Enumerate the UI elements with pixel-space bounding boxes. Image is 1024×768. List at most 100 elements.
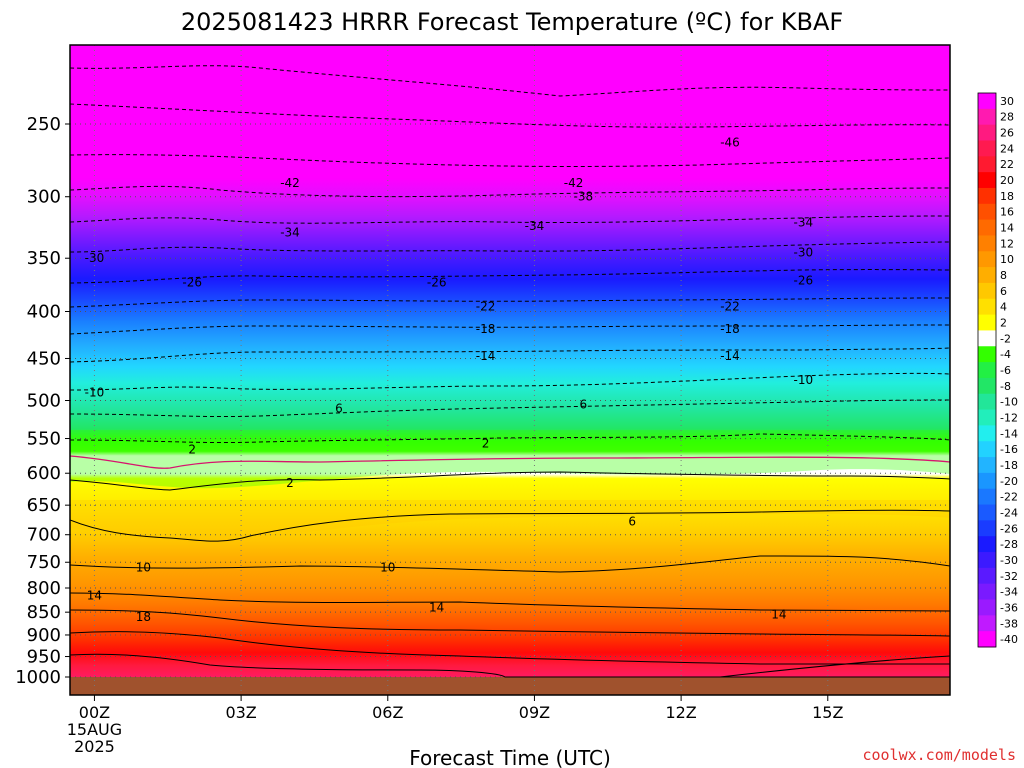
plot-border (69, 44, 951, 696)
contour-label: -14 (720, 349, 740, 363)
contour-label: 10 (136, 561, 151, 575)
x-date-label: 15AUG (67, 720, 122, 739)
contour-label: 6 (580, 397, 588, 411)
contour-label: -22 (476, 299, 496, 313)
y-tick-label: 700 (27, 525, 61, 546)
colorbar-swatch (978, 330, 996, 347)
colorbar-swatch (978, 393, 996, 411)
solid-contours (70, 471, 950, 678)
colorbar-swatch (978, 267, 996, 284)
colorbar-swatch (978, 282, 996, 300)
contour-label: -42 (280, 176, 300, 190)
colorbar-swatch (978, 156, 996, 173)
colorbar-label: 12 (1000, 237, 1014, 250)
x-tick-label: 09Z (519, 703, 550, 722)
colorbar-label: -6 (1000, 364, 1011, 377)
credit-link[interactable]: coolwx.com/models (862, 746, 1016, 764)
colorbar-swatch (978, 552, 996, 569)
y-tick-label: 950 (27, 647, 61, 668)
contour-label: -30 (85, 251, 105, 265)
y-tick-label: 500 (27, 391, 61, 412)
y-tick-label: 250 (27, 114, 61, 135)
y-tick-label: 800 (27, 578, 61, 599)
contour-label: -14 (476, 349, 496, 363)
colorbar-label: -4 (1000, 348, 1011, 361)
colorbar-swatch (978, 567, 996, 585)
colorbar-label: -36 (1000, 601, 1018, 614)
contour-label: -10 (794, 373, 814, 387)
colorbar-swatch (978, 187, 996, 205)
contour-label: 2 (188, 442, 196, 456)
colorbar-label: -10 (1000, 396, 1018, 409)
y-tick-label: 400 (27, 301, 61, 322)
colorbar-label: -24 (1000, 506, 1018, 519)
colorbar-swatch (978, 235, 996, 252)
contour-lines (70, 65, 950, 678)
contour-label: -26 (182, 276, 202, 290)
contour-label: -38 (574, 190, 594, 204)
colorbar-swatch (978, 377, 996, 395)
colorbar-swatch (978, 314, 996, 331)
colorbar-label: -18 (1000, 459, 1018, 472)
ground-band (70, 677, 950, 695)
plot-area: -46-42 -42-38-34 -34 -34-30 -30-26 -26 -26-22-… (70, 45, 950, 695)
colorbar-label: 10 (1000, 253, 1014, 266)
colorbar-label: 28 (1000, 111, 1014, 124)
colorbar-border (977, 92, 997, 648)
colorbar-swatch (978, 599, 996, 616)
colorbar-label: 20 (1000, 174, 1014, 187)
contour-label: 2 (482, 437, 490, 451)
contour-label: -30 (794, 245, 814, 259)
colorbar-swatch (978, 457, 996, 474)
colorbar-swatch (978, 172, 996, 189)
colorbar-swatch (978, 425, 996, 442)
x-axis-label: Forecast Time (UTC) (409, 746, 611, 768)
colorbar-swatch (978, 583, 996, 601)
colorbar-swatch (978, 140, 996, 157)
contour-label: 2 (286, 476, 294, 490)
colorbar-label: -20 (1000, 475, 1018, 488)
contour-label: -18 (476, 322, 496, 336)
dashed-contours (70, 65, 950, 444)
colorbar-label: 6 (1000, 285, 1007, 298)
colorbar-swatch (978, 520, 996, 537)
colorbar-swatch (978, 504, 996, 521)
contour-label: 18 (136, 610, 151, 624)
colorbar-swatch (978, 251, 996, 268)
yellow-band-overlay (70, 500, 950, 541)
colorbar-swatch (978, 631, 996, 648)
temperature-field (70, 45, 950, 695)
colorbar-swatch (978, 124, 996, 141)
contour-label: -34 (794, 215, 814, 229)
colorbar-label: 14 (1000, 222, 1014, 235)
colorbar: 30 28 26 24 22 20 18 16 14 12 10 8 6 4 2 -2 -4 -6 -8 -10 -12… (977, 92, 1018, 648)
x-tick-label: 12Z (665, 703, 696, 722)
colorbar-label: 16 (1000, 206, 1014, 219)
colorbar-label: 24 (1000, 142, 1014, 155)
colorbar-swatch (978, 362, 996, 379)
colorbar-label: -34 (1000, 586, 1018, 599)
contour-label: 14 (429, 600, 444, 614)
contour-label: -34 (525, 219, 545, 233)
colorbar-label: 26 (1000, 127, 1014, 140)
y-tick-label: 550 (27, 429, 61, 450)
x-tick-label: 00Z (79, 703, 110, 722)
colorbar-swatch (978, 346, 996, 363)
colorbar-label: -14 (1000, 427, 1018, 440)
colorbar-swatch (978, 472, 996, 490)
contour-labels: -46-42 -42-38-34 -34 -34-30 -30-26 -26 -26-22-… (85, 136, 813, 624)
colorbar-label: -32 (1000, 570, 1018, 583)
y-axis: 2503003504004505005506006507007508008509… (15, 114, 70, 688)
colorbar-label: -30 (1000, 554, 1018, 567)
y-tick-label: 600 (27, 463, 61, 484)
colorbar-label: -26 (1000, 522, 1018, 535)
colorbar-swatch (978, 203, 996, 221)
contour-label: 14 (771, 608, 786, 622)
y-tick-label: 350 (27, 248, 61, 269)
colorbar-swatch (978, 441, 996, 458)
y-tick-label: 1000 (15, 667, 61, 688)
contour-label: -22 (720, 299, 740, 313)
colorbar-swatch (978, 409, 996, 426)
